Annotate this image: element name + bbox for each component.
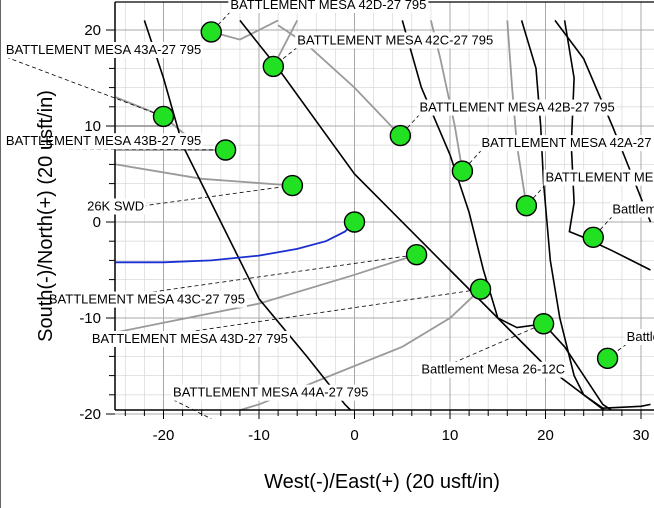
plan-wellbore-path — [115, 221, 356, 264]
well-label: BATTLEMENT MESA 42D-27 795 — [228, 0, 429, 13]
well-marker — [281, 174, 304, 197]
well-label-text: BATTLEMENT MESA 42D-27 795 — [230, 0, 426, 12]
well-label-text: 26K SWD — [87, 198, 144, 213]
well-label: Battlement Mesa 26-13C — [624, 329, 654, 346]
well-label-text: BATTLEMENT MESA 43C-27 795 — [49, 292, 245, 307]
well-marker — [405, 243, 428, 266]
well-label: Battlement Mesa 26-11C — [610, 201, 654, 218]
well-marker — [262, 55, 285, 78]
well-label-text: BATTLEMENT MESA 42B-27 795 — [419, 100, 614, 115]
well-label-bg — [89, 330, 290, 347]
well-label-text: BATTLEMENT MESA 43D-27 795 — [92, 331, 288, 346]
well-label: BATTLEMENT MESA 42C-27 795 — [295, 32, 496, 49]
well-marker — [532, 313, 555, 335]
well-label-bg — [543, 169, 654, 186]
well-label: BATTLEMENT MESA 43A-27 795 — [3, 42, 204, 58]
y-tick-label: 0 — [93, 214, 101, 231]
lease-boundary-line — [554, 19, 652, 223]
well-label: BATTLEMENT MESA 42B-27 795 — [417, 99, 617, 116]
well-marker — [451, 160, 474, 182]
offset-well-path — [115, 163, 293, 187]
offset-well-path — [277, 24, 401, 137]
well-label-text: BATTLEMENT MESA 42A-27 795 — [482, 135, 654, 150]
well-marker — [515, 194, 538, 217]
x-tick-label: 0 — [350, 427, 358, 444]
well-label-text: BATTLEMENT MESA 42C-27 795 — [297, 32, 493, 47]
well-marker — [596, 347, 619, 370]
well-label-bg — [3, 133, 204, 150]
well-label-bg — [3, 42, 204, 58]
well-label-bg — [171, 384, 371, 401]
y-tick-label: -20 — [79, 406, 101, 423]
label-leader-line — [273, 47, 298, 67]
minor-grid — [115, 2, 654, 410]
well-label-bg — [624, 329, 654, 346]
label-leader-line — [607, 343, 627, 359]
label-leader-line — [5, 56, 164, 117]
well-label-text: BATTLEMENT MESA 43B-27 795 — [6, 133, 201, 148]
well-label-bg — [479, 135, 654, 152]
well-label-text: Battlement Mesa 26-11C — [612, 201, 654, 216]
well-label-text: Battlement Mesa 26-12C — [421, 362, 565, 377]
well-label: BATTLEMENT MESA 43B-27 795 — [3, 133, 204, 150]
well-marker — [469, 278, 492, 300]
x-tick-label: -20 — [153, 427, 175, 444]
offset-well-path — [237, 288, 482, 410]
well-markers — [152, 21, 619, 370]
x-tick-label: 30 — [633, 427, 650, 444]
y-axis-label: South(-)/North(+) (20 usft/in) — [35, 90, 57, 342]
x-tick-label: 20 — [537, 427, 554, 444]
axis-ticks — [106, 29, 642, 419]
well-label-bg — [417, 99, 617, 116]
well-marker — [152, 105, 175, 128]
tick-labels: -20 -10 0 10 20 30 -20 -10 0 10 20 — [79, 22, 649, 444]
well-label-text: BATTLEMENT MESA 41C-27 795 — [546, 170, 654, 185]
y-tick-label: -10 — [79, 310, 101, 327]
well-marker — [200, 21, 222, 43]
well-label: BATTLEMENT MESA 42A-27 795 — [479, 135, 654, 152]
well-label-text: BATTLEMENT MESA 43A-27 795 — [6, 42, 201, 57]
well-marker — [214, 139, 237, 161]
lease-boundary-line — [563, 20, 651, 271]
y-tick-label: 20 — [84, 22, 101, 39]
x-tick-label: 10 — [442, 427, 459, 444]
x-tick-label: -10 — [248, 427, 270, 444]
offset-well-path — [506, 20, 528, 206]
well-label-bg — [85, 198, 147, 215]
well-marker — [389, 124, 412, 147]
well-label-bg — [295, 32, 496, 49]
well-label: Battlement Mesa 26-12C — [419, 361, 568, 378]
well-label: BATTLEMENT MESA 41C-27 795 — [543, 169, 654, 186]
well-label-bg — [46, 291, 247, 308]
well-label-bg — [610, 201, 654, 218]
y-tick-label: 10 — [84, 118, 101, 135]
lease-boundary-line — [401, 20, 613, 410]
x-axis-label: West(-)/East(+) (20 usft/in) — [264, 471, 500, 493]
well-marker — [343, 211, 366, 233]
well-label-bg — [419, 361, 568, 378]
well-label: BATTLEMENT MESA 43C-27 795 — [46, 291, 247, 308]
well-label-text: BATTLEMENT MESA 44A-27 795 — [173, 385, 368, 400]
well-label: BATTLEMENT MESA 44A-27 795 — [171, 384, 371, 401]
well-marker — [582, 226, 604, 249]
well-label-bg — [228, 0, 429, 13]
well-label: BATTLEMENT MESA 43D-27 795 — [89, 330, 290, 347]
offset-well-path — [115, 253, 417, 334]
well-label: 26K SWD — [85, 198, 147, 215]
label-leader-line — [48, 254, 417, 307]
well-label-text: Battlement Mesa 26-13C — [627, 329, 654, 344]
well-labels: BATTLEMENT MESA 42D-27 795 BATTLEMENT MES… — [3, 0, 654, 401]
